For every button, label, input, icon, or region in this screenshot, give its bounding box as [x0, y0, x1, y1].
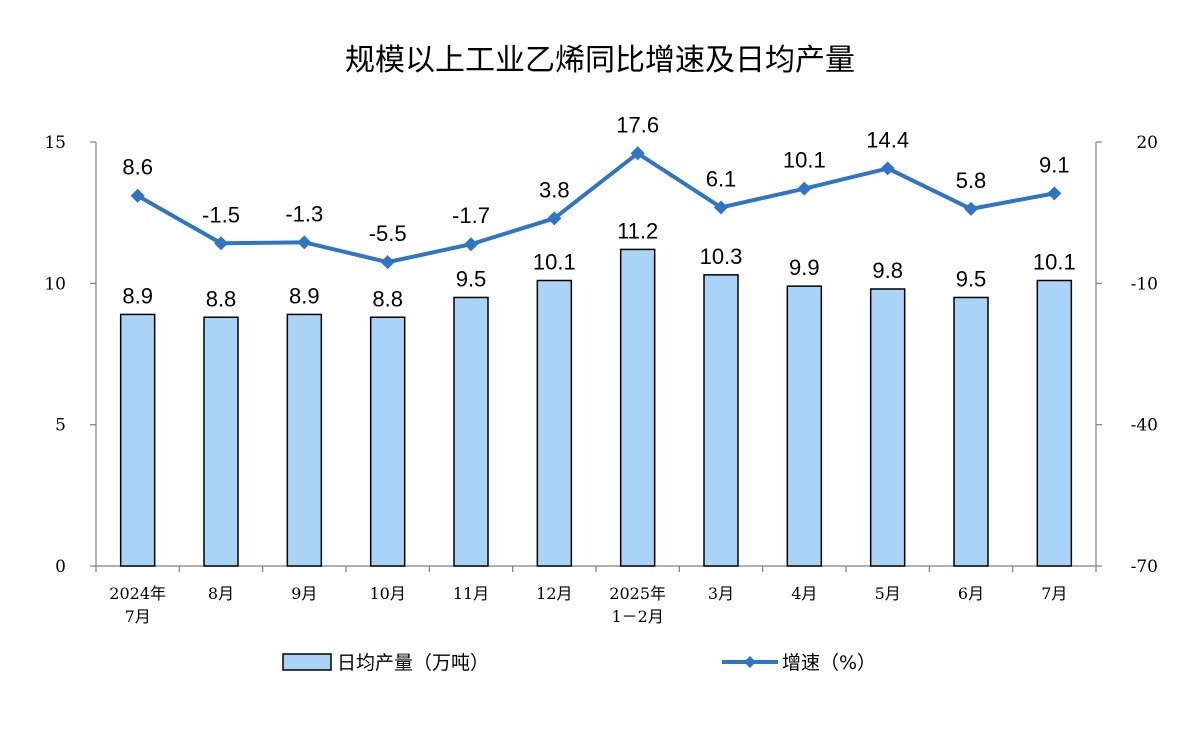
line-point — [964, 201, 978, 216]
x-tick-label: 9月 — [291, 584, 317, 603]
y-left-tick-label: 15 — [44, 133, 66, 153]
x-tick-label: 2024年 7月 — [109, 584, 166, 626]
y-right-tick-label: -70 — [1131, 557, 1158, 577]
line-point — [214, 236, 228, 251]
bar — [953, 296, 989, 567]
y-right-tick-label: -10 — [1131, 274, 1158, 294]
y-left-tick-label: 10 — [44, 274, 66, 294]
x-tick-label: 7月 — [1041, 584, 1067, 603]
legend-bar-swatch — [282, 653, 332, 671]
bar — [536, 279, 573, 567]
legend-bar-label: 日均产量（万吨） — [337, 652, 489, 674]
x-tick-label: 5月 — [875, 584, 901, 603]
line-value-label: -1.7 — [452, 203, 490, 228]
line-point — [797, 181, 812, 196]
line-point — [714, 200, 728, 215]
line-value-label: 14.4 — [866, 127, 909, 152]
bar-series — [119, 248, 1073, 567]
line-point — [880, 161, 895, 176]
line-point — [380, 255, 395, 270]
line-value-label: 5.8 — [956, 168, 987, 193]
bar — [286, 313, 323, 567]
legend-line-marker — [744, 656, 756, 668]
x-tick-label: 8月 — [208, 584, 234, 603]
line-point — [630, 146, 645, 161]
bar-value-label: 9.9 — [789, 255, 820, 280]
growth-line — [136, 151, 1055, 265]
bar-value-label: 9.8 — [872, 258, 903, 283]
chart-title: 规模以上工业乙烯同比增速及日均产量 — [345, 43, 855, 78]
axes: 0 5 10 15 -70 -40 -10 20 2024年 7月 8月 9月 10月 11月 12月 202… — [44, 133, 1158, 626]
bar-value-label: 8.9 — [289, 283, 320, 308]
x-tick-label: 6月 — [958, 584, 984, 603]
line-value-label: 17.6 — [616, 112, 659, 137]
line-point — [1047, 186, 1062, 201]
y-left-tick-label: 5 — [55, 416, 66, 436]
bar-value-label: 10.1 — [1033, 250, 1076, 275]
bar — [703, 274, 739, 567]
line-point — [547, 211, 562, 226]
line-value-label: 3.8 — [539, 177, 570, 202]
bar — [619, 248, 656, 567]
line-value-label: 10.1 — [783, 148, 826, 173]
x-tick-label: 12月 — [536, 584, 572, 603]
y-right-tick-label: 20 — [1136, 133, 1158, 153]
data-labels: 8.9 8.8 8.9 8.8 9.5 10.1 11.2 10.3 9.9 9.8 9.5 10.1… — [122, 112, 1075, 311]
line-value-label: 6.1 — [706, 166, 737, 191]
x-tick-label: 11月 — [453, 584, 489, 603]
y-right-tick-label: -40 — [1131, 416, 1158, 436]
line-value-label: 9.1 — [1039, 152, 1070, 177]
bar-value-label: 8.8 — [372, 286, 403, 311]
bar-value-label: 8.8 — [206, 286, 237, 311]
x-tick-label: 2025年 1－2月 — [609, 584, 666, 626]
bar — [786, 285, 823, 567]
bar-value-label: 9.5 — [956, 266, 987, 291]
bar-value-label: 10.3 — [700, 244, 743, 269]
bar — [869, 288, 906, 567]
x-tick-label: 3月 — [708, 584, 734, 603]
bar-value-label: 10.1 — [533, 250, 576, 275]
line-point — [464, 237, 478, 252]
bar — [203, 316, 239, 567]
line-series — [130, 146, 1062, 270]
bar-value-label: 11.2 — [617, 218, 658, 243]
bar — [1036, 279, 1073, 567]
y-left-tick-label: 0 — [55, 557, 66, 577]
line-value-label: 8.6 — [122, 155, 153, 180]
line-point — [297, 235, 312, 250]
bar-value-label: 9.5 — [456, 266, 487, 291]
bar — [119, 313, 156, 567]
legend-line-label: 增速（%） — [782, 652, 876, 674]
line-point — [130, 188, 145, 203]
legend: 日均产量（万吨） 增速（%） — [282, 652, 876, 674]
line-value-label: -1.3 — [285, 201, 323, 226]
bar-value-label: 8.9 — [122, 283, 153, 308]
bar — [453, 296, 489, 567]
x-tick-label: 4月 — [791, 584, 817, 603]
line-value-label: -1.5 — [202, 202, 240, 227]
line-value-label: -5.5 — [369, 221, 407, 246]
x-tick-label: 10月 — [369, 584, 405, 603]
bar — [369, 316, 406, 567]
